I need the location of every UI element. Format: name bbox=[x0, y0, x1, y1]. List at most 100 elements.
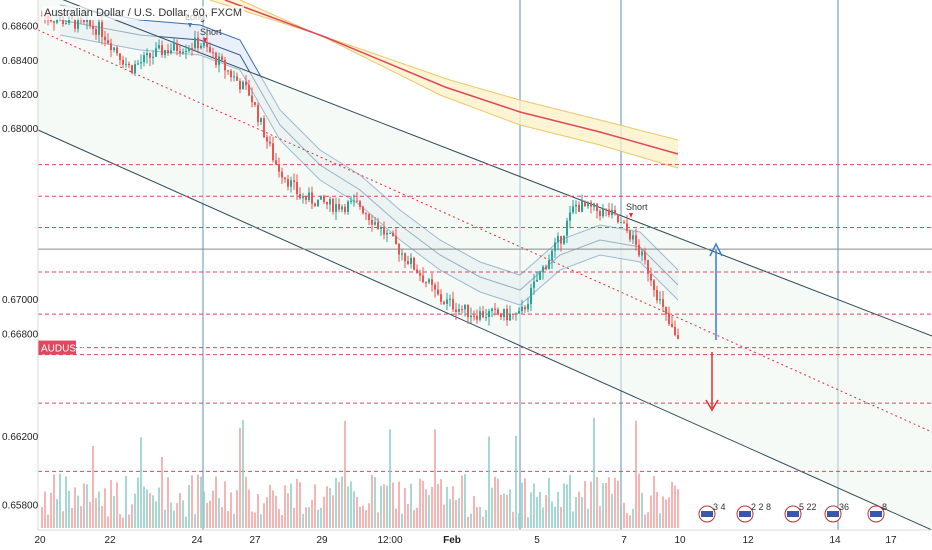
volume-bar bbox=[254, 512, 256, 528]
signal-arrow bbox=[629, 213, 633, 218]
candle-body bbox=[110, 43, 112, 51]
channel-mid bbox=[37, 29, 932, 433]
volume-bar bbox=[353, 491, 355, 528]
candle-body bbox=[416, 269, 418, 274]
volume-bar bbox=[515, 435, 517, 528]
volume-bar bbox=[236, 490, 238, 528]
candle-body bbox=[422, 275, 424, 283]
candle-body bbox=[644, 251, 646, 261]
candle-body bbox=[278, 164, 280, 172]
candle-body bbox=[161, 45, 163, 55]
event-count: 8 bbox=[882, 502, 887, 512]
volume-bar bbox=[308, 507, 310, 528]
volume-bar bbox=[377, 512, 379, 528]
volume-bar bbox=[65, 476, 67, 528]
volume-bar bbox=[389, 429, 391, 528]
candle-body bbox=[176, 42, 178, 52]
volume-bar bbox=[245, 476, 247, 528]
candle-body bbox=[134, 64, 136, 73]
x-tick-label: 10 bbox=[674, 535, 686, 546]
volume-bar bbox=[671, 481, 673, 528]
volume-bar bbox=[488, 436, 490, 528]
candle-body bbox=[239, 80, 241, 90]
candle-body bbox=[314, 203, 316, 207]
candle-body bbox=[641, 251, 643, 256]
volume-bar bbox=[299, 482, 301, 528]
volume-bar bbox=[383, 484, 385, 528]
candle-body bbox=[221, 56, 223, 60]
candle-body bbox=[209, 47, 211, 53]
candle-body bbox=[437, 289, 439, 295]
volume-bar bbox=[662, 496, 664, 528]
candle-body bbox=[539, 271, 541, 280]
candle-body bbox=[86, 19, 88, 22]
volume-bar bbox=[677, 489, 679, 528]
volume-bar bbox=[167, 477, 169, 528]
volume-bar bbox=[572, 511, 574, 528]
x-tick-label: 27 bbox=[249, 535, 261, 546]
volume-bar bbox=[647, 512, 649, 528]
candle-body bbox=[665, 306, 667, 315]
candlesticks bbox=[41, 9, 679, 340]
volume-bar bbox=[530, 492, 532, 528]
x-tick-label: 20 bbox=[34, 535, 46, 546]
candle-body bbox=[464, 304, 466, 310]
volume-bar bbox=[215, 476, 217, 528]
candle-body bbox=[620, 222, 622, 224]
candle-body bbox=[113, 47, 115, 51]
candle-body bbox=[143, 55, 145, 63]
volume-bar bbox=[275, 495, 277, 528]
candle-body bbox=[56, 19, 58, 23]
event-flag-stripe bbox=[870, 511, 882, 517]
candle-body bbox=[146, 53, 148, 56]
volume-bar bbox=[506, 494, 508, 528]
volume-bar bbox=[83, 483, 85, 528]
volume-bar bbox=[461, 475, 463, 528]
up-arrowhead bbox=[709, 242, 723, 257]
volume-bar bbox=[95, 498, 97, 528]
volume-bar bbox=[551, 501, 553, 528]
candle-body bbox=[347, 201, 349, 212]
candle-body bbox=[236, 76, 238, 81]
volume-bar bbox=[386, 485, 388, 528]
volume-bar bbox=[194, 514, 196, 528]
candle-body bbox=[242, 81, 244, 90]
volume-bar bbox=[212, 490, 214, 528]
candle-body bbox=[584, 201, 586, 207]
channel-fill bbox=[38, 0, 932, 530]
volume-bar bbox=[542, 507, 544, 528]
candle-body bbox=[332, 199, 334, 212]
candle-body bbox=[602, 209, 604, 217]
volume-bar bbox=[152, 495, 154, 528]
volume-bar bbox=[71, 507, 73, 528]
volume-bar bbox=[158, 487, 160, 528]
volume-bar bbox=[398, 481, 400, 528]
candle-body bbox=[650, 273, 652, 281]
volume-bar bbox=[104, 488, 106, 528]
candle-body bbox=[593, 203, 595, 207]
candle-body bbox=[566, 220, 568, 236]
price-axis bbox=[0, 0, 38, 550]
candle-body bbox=[653, 280, 655, 290]
candle-body bbox=[470, 315, 472, 318]
volume-bar bbox=[320, 507, 322, 528]
candle-body bbox=[89, 19, 91, 26]
volume-bar bbox=[593, 417, 595, 528]
candle-body bbox=[443, 301, 445, 304]
candle-body bbox=[320, 195, 322, 200]
candle-body bbox=[257, 104, 259, 122]
volume-bar bbox=[269, 484, 271, 528]
candle-body bbox=[569, 212, 571, 221]
volume-bar bbox=[296, 478, 298, 528]
volume-bar bbox=[614, 477, 616, 528]
volume-bar bbox=[50, 492, 52, 528]
volume-bar bbox=[491, 487, 493, 528]
volume-bar bbox=[635, 420, 637, 528]
volume-bar bbox=[584, 481, 586, 528]
candle-body bbox=[275, 160, 277, 165]
x-tick-label: Feb bbox=[443, 535, 461, 546]
candle-body bbox=[350, 200, 352, 202]
volume-bar bbox=[266, 497, 268, 528]
volume-bar bbox=[521, 482, 523, 528]
